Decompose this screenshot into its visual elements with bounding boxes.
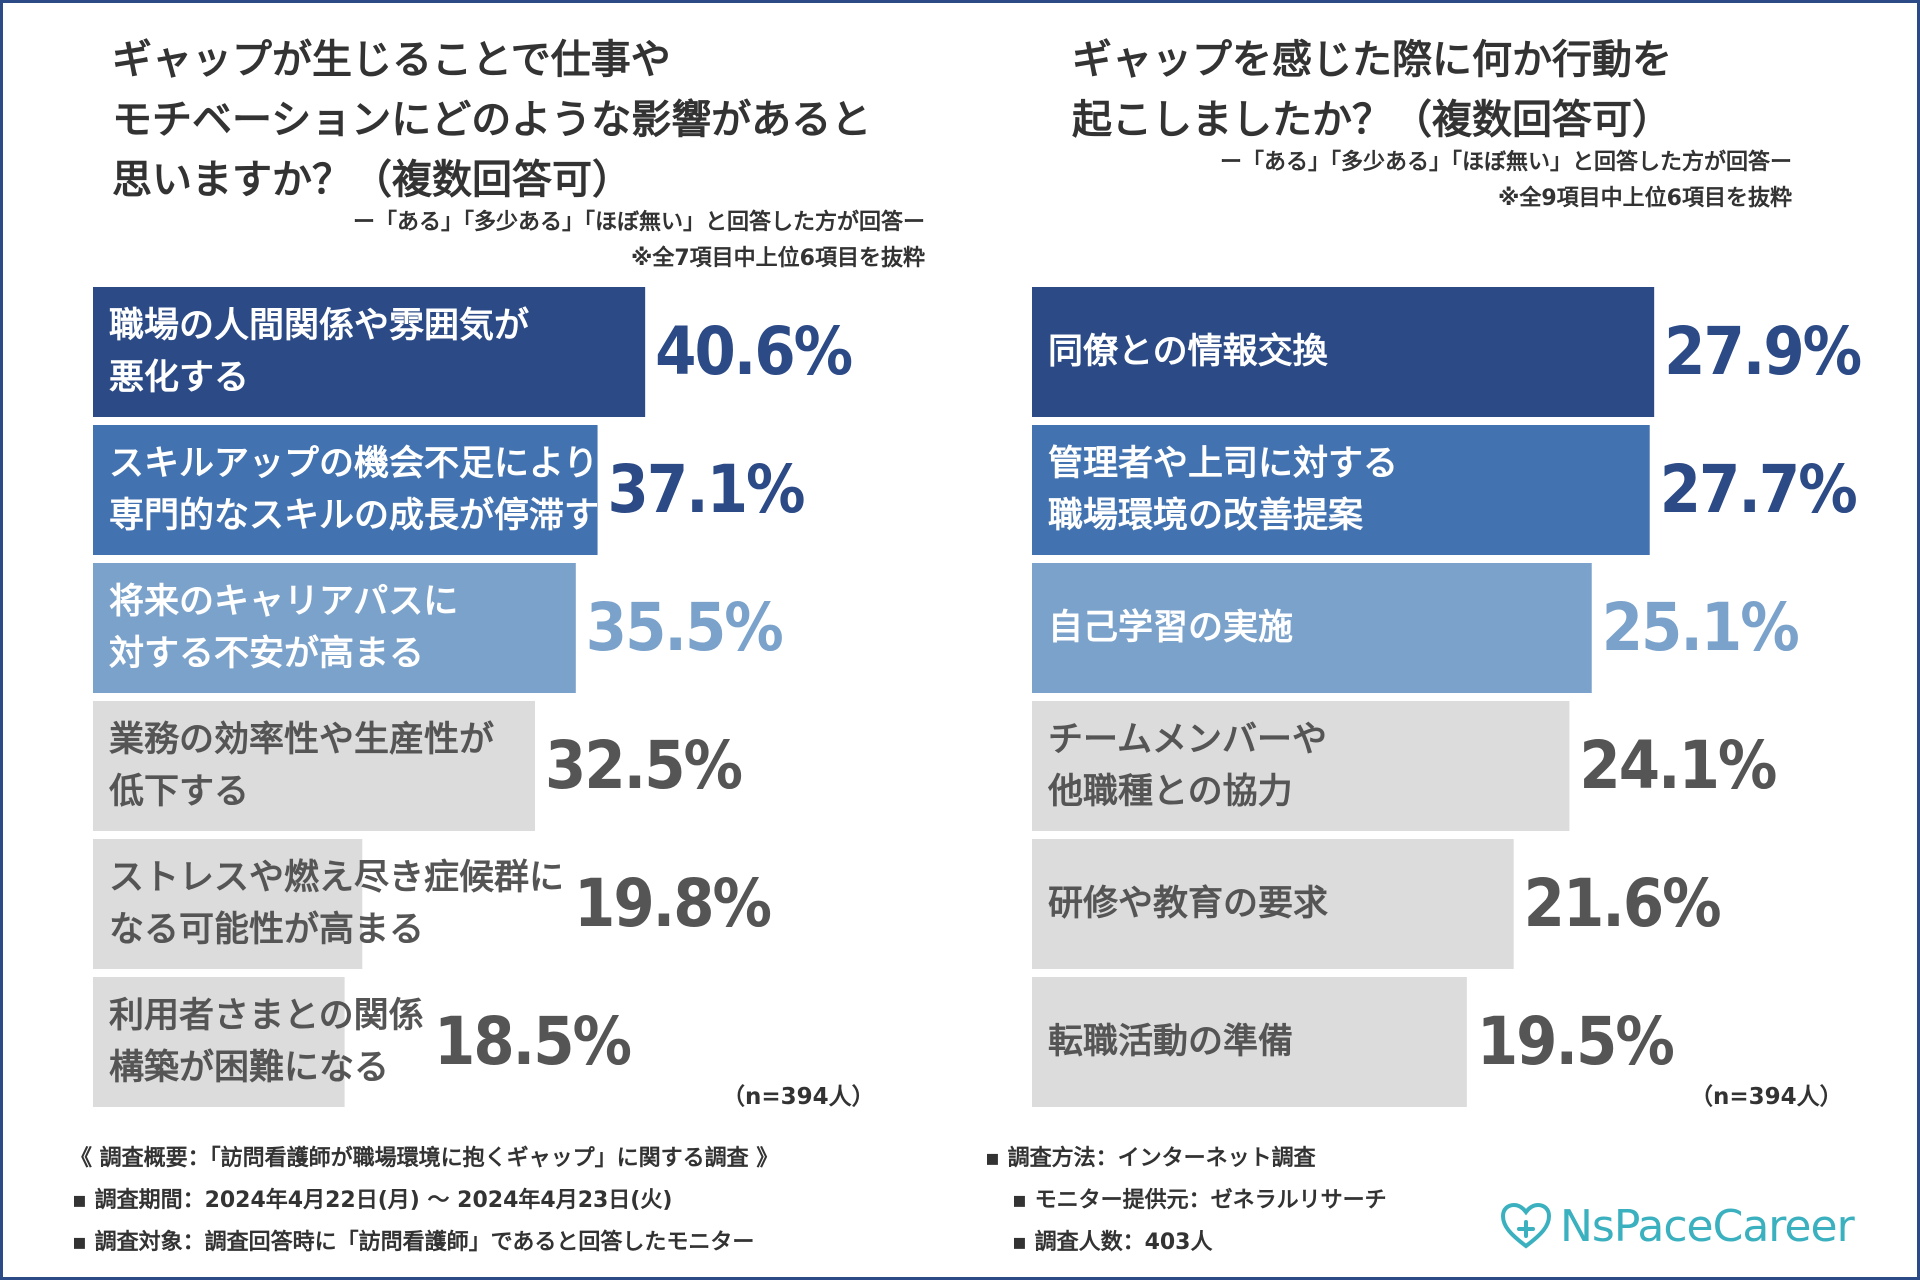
logo-wordmark: NsPaceCareer	[1560, 1200, 1855, 1252]
bar-chart-svg	[1032, 287, 1655, 1107]
right-chart-title: ギャップを感じた際に何か行動を 起こしましたか？（複数回答可）	[1072, 37, 1672, 143]
bar-value-3: 35.5%	[585, 589, 784, 666]
bar-value-5: 19.8%	[574, 865, 772, 942]
bar-3	[1032, 563, 1592, 693]
left-excerpt-note: ※全7項目中上位6項目を抜粋	[630, 246, 925, 271]
bar-value-2: 37.1%	[607, 451, 806, 528]
bar-1	[1032, 287, 1655, 417]
bar-5	[93, 839, 363, 969]
bar-4	[1032, 701, 1570, 831]
bar-1	[93, 287, 646, 417]
bar-4	[93, 701, 535, 831]
bar-value-6: 19.5%	[1476, 1003, 1675, 1080]
left-bar-chart: 職場の人間関係や雰囲気が 悪化する 40.6% スキルアップの機会不足により 専門的なス…	[93, 287, 913, 1110]
bar-chart-svg	[93, 287, 646, 1107]
right-respondent-note: ー「ある」「多少ある」「ほぼ無い」と回答した方が回答ー	[1219, 150, 1792, 175]
bar-6	[1032, 977, 1467, 1107]
heart-plus-icon	[1500, 1202, 1552, 1249]
left-respondent-note: ー「ある」「多少ある」「ほぼ無い」と回答した方が回答ー	[352, 210, 925, 235]
bar-value-5: 21.6%	[1523, 865, 1722, 942]
survey-overview: 《 調査概要：「訪問看護師が職場環境に抱くギャップ」に関する調査 》	[70, 1146, 779, 1171]
right-excerpt-note: ※全9項目中上位6項目を抜粋	[1497, 186, 1792, 211]
survey-method: ▪ 調査方法：インターネット調査	[985, 1146, 1316, 1171]
left-subnote: ー「ある」「多少ある」「ほぼ無い」と回答した方が回答ー ※全7項目中上位6項目を…	[150, 205, 925, 277]
survey-period: ▪ 調査期間：2024年4月22日(月) ～ 2024年4月23日(火)	[72, 1188, 673, 1213]
bar-value-2: 27.7%	[1659, 451, 1858, 528]
bar-value-4: 32.5%	[545, 727, 743, 804]
bar-2	[1032, 425, 1650, 555]
right-sample-size: （n=394人）	[1690, 1084, 1843, 1110]
bar-value-4: 24.1%	[1579, 727, 1777, 804]
bar-value-6: 18.5%	[434, 1003, 632, 1080]
right-bar-chart: 同僚との情報交換 27.9% 管理者や上司に対する 職場環境の改善提案 27.7% 自己学…	[1032, 287, 1862, 1110]
nspace-career-logo: NsPaceCareer	[1500, 1198, 1855, 1254]
respondent-count: ▪ 調査人数：403人	[1012, 1230, 1213, 1255]
bar-5	[1032, 839, 1514, 969]
survey-target: ▪ 調査対象：調査回答時に「訪問看護師」であると回答したモニター	[72, 1230, 755, 1255]
bar-3	[93, 563, 576, 693]
bar-value-3: 25.1%	[1601, 589, 1800, 666]
bar-value-1: 27.9%	[1664, 313, 1862, 390]
left-chart-title: ギャップが生じることで仕事や モチベーションにどのような影響があると 思いますか…	[112, 37, 872, 203]
monitor-provider: ▪ モニター提供元：ゼネラルリサーチ	[1012, 1188, 1387, 1213]
bar-2	[93, 425, 598, 555]
left-sample-size: （n=394人）	[722, 1084, 875, 1110]
bar-value-1: 40.6%	[655, 313, 853, 390]
right-subnote: ー「ある」「多少ある」「ほぼ無い」と回答した方が回答ー ※全9項目中上位6項目を…	[1040, 145, 1792, 217]
bar-6	[93, 977, 345, 1107]
